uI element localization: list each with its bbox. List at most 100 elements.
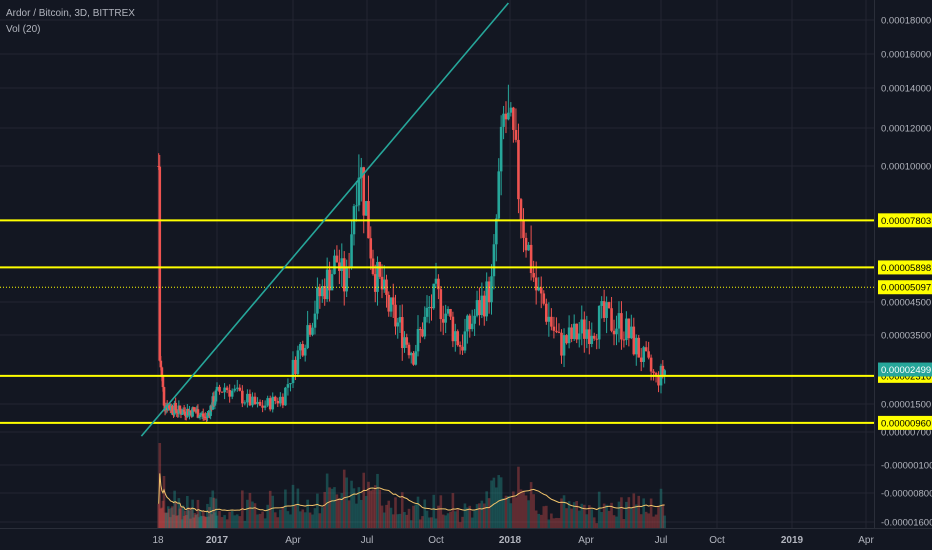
volume-bar	[333, 487, 336, 528]
volume-bar	[170, 507, 173, 528]
volume-bar	[172, 514, 175, 528]
candle-body	[158, 166, 162, 361]
volume-bar	[425, 510, 429, 528]
candle-body	[522, 220, 525, 238]
candle-body	[642, 347, 645, 362]
volume-bar	[256, 514, 259, 528]
candle-body	[572, 323, 576, 339]
candle-body	[183, 411, 187, 416]
candle-body	[622, 339, 626, 341]
level-price-label: 0.00002316	[881, 371, 931, 382]
candle-body	[291, 359, 295, 384]
price-tick-label: 0.00003500	[881, 331, 931, 342]
price-tick-label: 0.00004500	[881, 298, 931, 309]
volume-bar	[325, 473, 329, 528]
candle-body	[218, 386, 221, 392]
time-tick-label: Oct	[709, 535, 725, 546]
volume-bar	[617, 501, 621, 528]
candle-body	[369, 238, 373, 259]
candle-body	[313, 313, 317, 328]
candle-body	[639, 357, 643, 362]
volume-bar	[311, 514, 314, 528]
volume-bar	[487, 498, 491, 528]
volume-bar	[446, 513, 450, 528]
symbol-title[interactable]: Ardor / Bitcoin, 3D, BITTREX	[6, 8, 135, 19]
candle-body	[279, 396, 282, 404]
volume-bar	[587, 505, 591, 528]
volume-bar	[555, 517, 558, 528]
volume-bar	[230, 510, 234, 528]
volume-bar	[206, 503, 209, 528]
volume-bar	[182, 515, 186, 528]
volume-bar	[610, 502, 613, 528]
candle-body	[174, 402, 177, 411]
volume-bar	[251, 501, 254, 528]
price-tick-label: -0.00000100	[881, 461, 932, 472]
candle-body	[595, 338, 599, 340]
volume-bar	[659, 488, 663, 528]
time-tick-label: 2018	[499, 535, 522, 546]
volume-bar	[211, 490, 215, 528]
time-axis[interactable]: 18 2017 Apr Jul Oct 2018 Apr Jul Oct 2019 Apr	[152, 535, 874, 546]
volume-bar	[176, 515, 180, 528]
volume-bar	[340, 493, 344, 528]
volume-bar	[313, 508, 317, 528]
volume-bars	[157, 443, 666, 528]
volume-bar	[552, 518, 556, 528]
volume-bar	[177, 498, 181, 528]
trend-line[interactable]	[140, 2, 510, 437]
candle-body	[403, 337, 406, 349]
volume-bar	[449, 511, 452, 528]
candle-body	[197, 417, 201, 419]
candle-body	[213, 401, 217, 406]
time-tick-label: Jul	[655, 535, 668, 546]
volume-bar	[165, 512, 169, 528]
volume-bar	[198, 510, 202, 528]
volume-bar	[164, 512, 168, 528]
candle-body	[499, 126, 503, 172]
candle-body	[212, 396, 216, 406]
candle-body	[475, 300, 479, 316]
volume-bar	[373, 485, 377, 528]
time-tick-label: Oct	[428, 535, 444, 546]
volume-bar	[382, 512, 386, 528]
horizontal-levels[interactable]	[0, 219, 874, 424]
candle-body	[583, 319, 586, 339]
volume-ma-path	[158, 473, 665, 513]
volume-bar	[376, 473, 379, 528]
candle-body	[223, 387, 226, 393]
volume-bar	[414, 504, 418, 528]
volume-bar	[562, 495, 566, 528]
candle-body	[289, 383, 292, 385]
candle-body	[567, 327, 571, 344]
candle-body	[439, 289, 443, 320]
volume-bar	[600, 512, 603, 528]
candle-body	[189, 410, 192, 412]
candle-body	[423, 316, 427, 337]
candle-body	[243, 402, 247, 404]
candle-body	[545, 303, 548, 322]
volume-indicator-label[interactable]: Vol (20)	[6, 24, 41, 35]
candle-body	[657, 374, 660, 386]
candle-body	[461, 346, 464, 351]
volume-bar	[495, 487, 498, 528]
candle-body	[299, 344, 302, 351]
volume-bar	[191, 499, 194, 528]
candle-body	[537, 287, 541, 291]
candle-body	[396, 322, 400, 327]
candle-body	[311, 327, 314, 335]
volume-bar	[261, 511, 264, 528]
candle-body	[400, 317, 404, 349]
volume-bar	[514, 497, 518, 528]
candle-body	[547, 316, 551, 322]
volume-bar	[625, 501, 628, 528]
volume-bar	[585, 514, 589, 528]
candle-body	[627, 318, 631, 339]
candle-body	[407, 344, 411, 356]
candle-body	[555, 330, 558, 332]
price-axis[interactable]: 0.00018000 0.00016000 0.00014000 0.00012000…	[878, 16, 932, 529]
volume-bar	[200, 516, 204, 528]
volume-bar	[214, 498, 218, 528]
candle-body	[340, 258, 344, 271]
